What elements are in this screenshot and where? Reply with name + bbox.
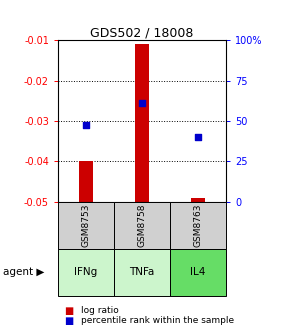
Title: GDS502 / 18008: GDS502 / 18008 bbox=[90, 26, 194, 39]
Text: IFNg: IFNg bbox=[75, 267, 98, 277]
Text: ■: ■ bbox=[64, 306, 73, 316]
Text: ■: ■ bbox=[64, 316, 73, 326]
Bar bbox=[135, 44, 149, 202]
Bar bbox=[114, 249, 170, 296]
Text: agent ▶: agent ▶ bbox=[3, 267, 44, 277]
Text: GSM8758: GSM8758 bbox=[137, 203, 147, 247]
Bar bbox=[58, 249, 114, 296]
Text: GSM8763: GSM8763 bbox=[194, 203, 203, 247]
Bar bbox=[58, 202, 114, 249]
Point bbox=[196, 134, 200, 140]
Text: log ratio: log ratio bbox=[81, 306, 119, 315]
Bar bbox=[170, 202, 226, 249]
Point bbox=[140, 100, 144, 106]
Bar bbox=[114, 202, 170, 249]
Bar bbox=[79, 161, 93, 202]
Point bbox=[84, 122, 88, 128]
Bar bbox=[191, 198, 205, 202]
Text: IL4: IL4 bbox=[191, 267, 206, 277]
Text: percentile rank within the sample: percentile rank within the sample bbox=[81, 317, 234, 325]
Text: TNFa: TNFa bbox=[129, 267, 155, 277]
Bar bbox=[170, 249, 226, 296]
Text: GSM8753: GSM8753 bbox=[81, 203, 90, 247]
